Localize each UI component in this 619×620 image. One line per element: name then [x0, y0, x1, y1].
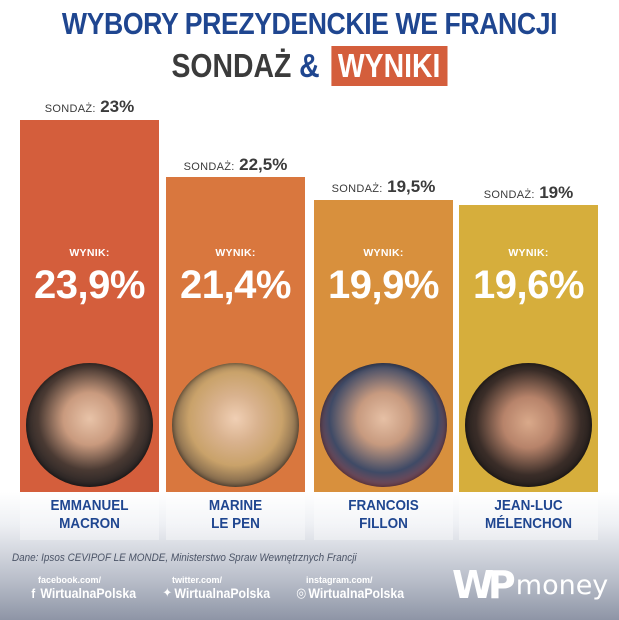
candidate-photo [26, 363, 153, 487]
result-value: 19,9% [328, 263, 439, 307]
last-name: FILLON [359, 515, 408, 532]
twitter-link[interactable]: twitter.com/ ✦ WirtualnaPolska [162, 575, 285, 601]
result-value: 21,4% [180, 263, 291, 307]
social-handle: WirtualnaPolska [308, 585, 405, 601]
result-value: 19,6% [473, 263, 584, 307]
poll-label: SONDAŻ: 19,5% [314, 177, 453, 197]
subtitle-poll: SONDAŻ [171, 47, 292, 84]
candidate-column-melenchon: SONDAŻ: 19% WYNIK: 19,6% JEAN-LUC MÉLENC… [459, 0, 598, 540]
footer-background [0, 492, 619, 620]
result-prefix: WYNIK: [508, 247, 549, 259]
poll-value: 19,5% [387, 177, 436, 196]
poll-prefix: SONDAŻ: [331, 183, 383, 195]
subtitle-highlight: WYNIKI [331, 46, 448, 86]
first-name: JEAN-LUC [494, 497, 563, 514]
last-name: MÉLENCHON [484, 515, 572, 532]
social-handle: WirtualnaPolska [174, 585, 271, 601]
facebook-icon: f [31, 585, 36, 601]
instagram-icon: ◎ [296, 585, 307, 600]
candidate-photo [172, 363, 299, 487]
poll-label: SONDAŻ: 23% [20, 97, 159, 117]
social-network: instagram.com/ [306, 575, 373, 585]
first-name: MARINE [208, 497, 263, 514]
data-source: Dane: Ipsos CEVIPOF LE MONDE, Ministerst… [12, 552, 357, 564]
candidate-name: EMMANUEL MACRON [20, 492, 159, 540]
candidate-name: FRANCOIS FILLON [314, 492, 453, 540]
poll-value: 19% [539, 183, 574, 202]
candidate-photo [465, 363, 592, 487]
social-handle: WirtualnaPolska [40, 585, 137, 601]
poll-label: SONDAŻ: 19% [459, 183, 598, 203]
candidate-photo [320, 363, 447, 487]
first-name: FRANCOIS [348, 497, 419, 514]
page-subtitle: SONDAŻ & WYNIKI [0, 46, 619, 86]
wp-money-logo: WP money [452, 565, 608, 605]
subtitle-ampersand: & [299, 47, 320, 84]
poll-value: 22,5% [239, 155, 288, 174]
poll-label: SONDAŻ: 22,5% [166, 155, 305, 175]
result-prefix: WYNIK: [69, 247, 110, 259]
candidate-name: JEAN-LUC MÉLENCHON [459, 492, 598, 540]
poll-prefix: SONDAŻ: [183, 161, 235, 173]
poll-prefix: SONDAŻ: [44, 103, 96, 115]
twitter-icon: ✦ [162, 585, 173, 600]
social-network: twitter.com/ [172, 575, 223, 585]
wp-logo-icon: WP [452, 563, 516, 607]
first-name: EMMANUEL [50, 497, 129, 514]
candidate-column-macron: SONDAŻ: 23% WYNIK: 23,9% EMMANUEL MACRON [20, 0, 159, 540]
result-prefix: WYNIK: [215, 247, 256, 259]
brand-word: money [515, 569, 609, 601]
result-prefix: WYNIK: [363, 247, 404, 259]
page-title: WYBORY PREZYDENCKIE WE FRANCJI [61, 6, 558, 41]
last-name: LE PEN [211, 515, 260, 532]
instagram-link[interactable]: instagram.com/ ◎ WirtualnaPolska [296, 575, 419, 601]
candidate-column-le-pen: SONDAŻ: 22,5% WYNIK: 21,4% MARINE LE PEN [166, 0, 305, 540]
result-value: 23,9% [34, 263, 145, 307]
poll-value: 23% [100, 97, 135, 116]
last-name: MACRON [59, 515, 120, 532]
candidate-column-fillon: SONDAŻ: 19,5% WYNIK: 19,9% FRANCOIS FILL… [314, 0, 453, 540]
social-network: facebook.com/ [38, 575, 102, 585]
facebook-link[interactable]: facebook.com/ f WirtualnaPolska [28, 575, 151, 601]
poll-prefix: SONDAŻ: [483, 189, 535, 201]
candidate-name: MARINE LE PEN [166, 492, 305, 540]
